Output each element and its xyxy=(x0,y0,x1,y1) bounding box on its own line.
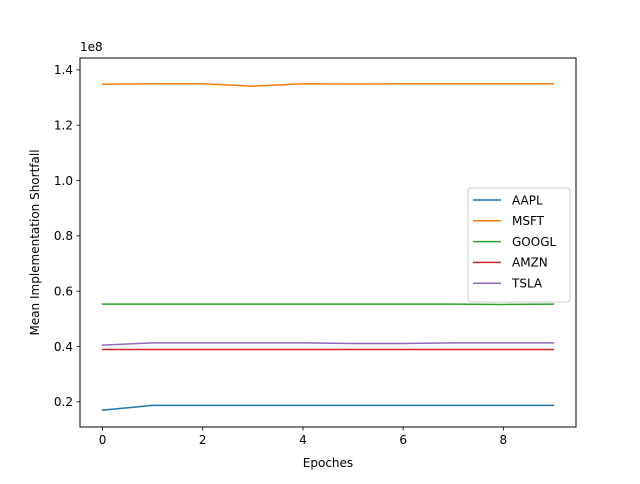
x-tick-label: 8 xyxy=(500,433,508,447)
x-axis-label: Epoches xyxy=(303,456,353,470)
y-axis-label: Mean Implementation Shortfall xyxy=(28,149,42,335)
x-tick-label: 6 xyxy=(399,433,407,447)
legend-label: AAPL xyxy=(512,193,543,207)
legend-label: TSLA xyxy=(511,277,543,291)
x-tick-label: 4 xyxy=(299,433,307,447)
y-tick-label: 1.2 xyxy=(54,119,73,133)
y-tick-label: 1.0 xyxy=(54,174,73,188)
y-tick-label: 1.4 xyxy=(54,63,73,77)
y-tick-label: 0.2 xyxy=(54,395,73,409)
x-tick-label: 2 xyxy=(199,433,207,447)
legend: AAPL MSFT GOOGL AMZN TSLA xyxy=(468,188,570,302)
x-tick-label: 0 xyxy=(99,433,107,447)
legend-label: AMZN xyxy=(512,256,548,270)
y-tick-label: 0.8 xyxy=(54,229,73,243)
y-scale-label: 1e8 xyxy=(80,40,103,54)
y-tick-label: 0.6 xyxy=(54,284,73,298)
y-tick-label: 0.4 xyxy=(54,340,73,354)
legend-label: GOOGL xyxy=(512,235,556,249)
legend-label: MSFT xyxy=(512,214,545,228)
